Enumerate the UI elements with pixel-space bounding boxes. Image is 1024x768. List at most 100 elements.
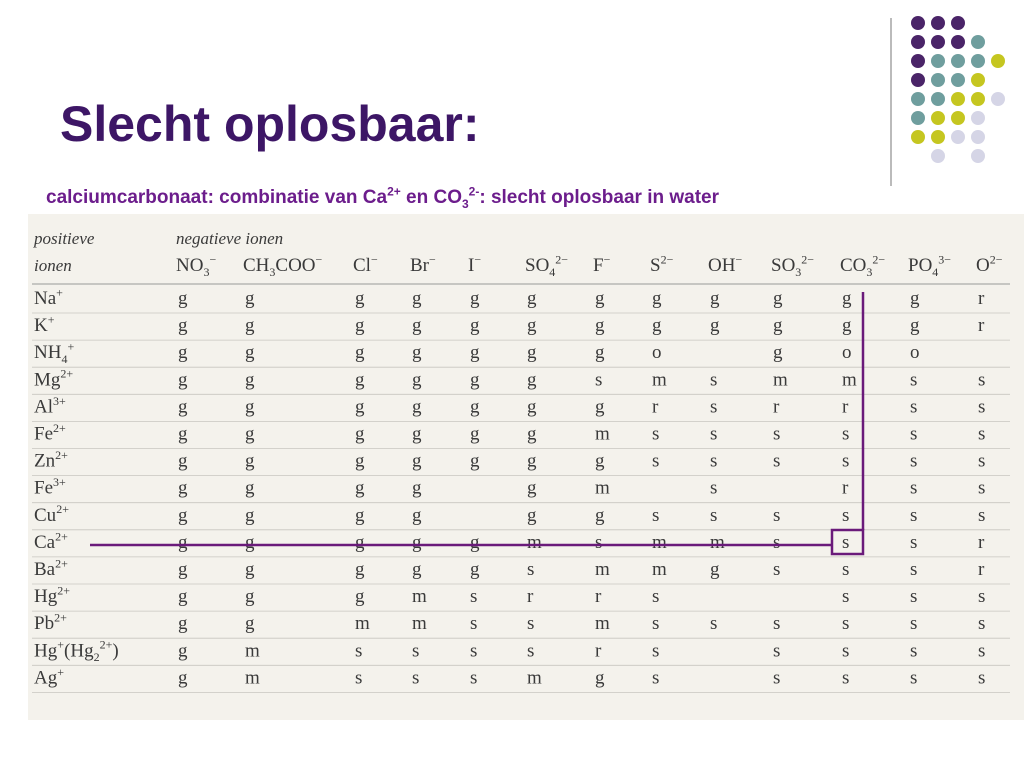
cell: g [245,288,255,309]
text-part: Cu [34,505,57,526]
cell: r [842,478,849,499]
cell: s [710,478,717,499]
text-part: NO [176,255,203,276]
cell: s [978,396,985,417]
cell: g [178,613,188,634]
cell: r [527,586,534,607]
cell: g [470,532,480,553]
supscript: − [474,252,481,266]
text-part: Al [34,396,53,417]
supscript: − [604,252,611,266]
cell: g [710,315,720,336]
cell: g [595,667,605,688]
cell: g [710,288,720,309]
text-part: O [976,255,990,276]
supscript: 2− [801,252,814,266]
text-part: (Hg [64,640,94,661]
cell: s [652,505,659,526]
cation-label: Fe2+ [34,421,66,445]
cell: g [412,288,422,309]
cell: g [245,613,255,634]
cell: m [355,613,370,634]
supscript: 2+ [100,638,113,652]
cell: g [527,369,537,390]
cell: m [595,478,610,499]
cell: s [355,640,362,661]
text-part: F [593,255,604,276]
cell: g [527,342,537,363]
dot [931,130,945,144]
dot [931,16,945,30]
cell: g [710,559,720,580]
cell: g [652,288,662,309]
anion-header: Br− [410,252,436,276]
cell: s [710,396,717,417]
dot [991,92,1005,106]
cell: m [412,586,427,607]
anion-header: SO32− [771,252,814,278]
supscript: − [371,252,378,266]
cell: s [978,505,985,526]
subscript: 3 [795,265,801,279]
anion-header: SO42− [525,252,568,278]
cell: s [652,424,659,445]
cation-label: Hg2+ [34,584,70,608]
cell: m [595,613,610,634]
cell: s [773,532,780,553]
cell: g [245,315,255,336]
supscript: 2− [555,252,568,266]
text-part: Ba [34,559,56,580]
group-label: negatieve ionen [176,229,283,248]
cell: s [710,369,717,390]
cation-label: Na+ [34,285,63,309]
cell: s [652,667,659,688]
cell: g [470,342,480,363]
cell: m [710,532,725,553]
anion-header: F− [593,252,611,276]
anion-header: I− [468,252,481,276]
cell: s [710,451,717,472]
cation-label: Ag+ [34,665,64,689]
cell: s [842,559,849,580]
text-part: PO [908,255,932,276]
subscript: 4 [932,265,938,279]
dot [931,111,945,125]
text-part: S [650,255,661,276]
dot [951,130,965,144]
cell: o [652,342,662,363]
cell: s [773,424,780,445]
text-part: Pb [34,613,54,634]
text-part: SO [771,255,795,276]
cell: g [470,369,480,390]
cell: s [910,667,917,688]
dot [951,16,965,30]
anion-header: NO3− [176,252,216,278]
cell: g [470,315,480,336]
dot-decoration [911,16,1005,163]
cell: o [842,342,852,363]
text-part: I [468,255,474,276]
cell: s [842,586,849,607]
cation-label: Hg+(Hg22+) [34,638,119,664]
cell: s [470,640,477,661]
cell: s [652,586,659,607]
cell: s [978,451,985,472]
cell: r [978,288,985,309]
dot [971,35,985,49]
supscript: 2+ [54,611,67,625]
cell: g [355,451,365,472]
cell: g [355,396,365,417]
cell: s [527,613,534,634]
dot [931,73,945,87]
anion-header: OH− [708,252,742,276]
cell: s [595,369,602,390]
supscript: + [57,638,64,652]
table-scan [28,214,1024,720]
cell: s [710,613,717,634]
dot [991,54,1005,68]
cell: g [412,424,422,445]
cell: s [470,667,477,688]
cell: r [978,559,985,580]
text-part: Br [410,255,430,276]
